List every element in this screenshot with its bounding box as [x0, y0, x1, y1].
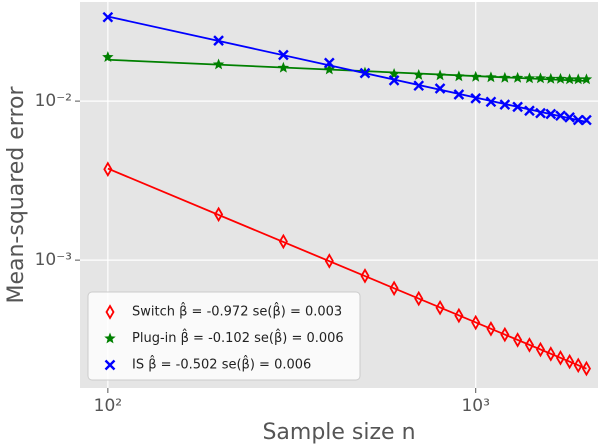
marker [499, 99, 511, 111]
marker [277, 61, 290, 73]
marker [454, 307, 464, 324]
fit-line [107, 167, 587, 370]
marker [103, 161, 113, 178]
marker [524, 105, 535, 117]
legend [87, 291, 361, 381]
marker [413, 68, 425, 80]
marker [434, 83, 446, 94]
marker [470, 93, 482, 104]
marker [580, 73, 593, 85]
x-tick-label: 10³ [461, 396, 489, 416]
marker [388, 68, 400, 79]
marker [555, 350, 566, 366]
marker [546, 346, 556, 362]
marker [214, 206, 224, 223]
marker [565, 353, 575, 370]
marker [278, 49, 289, 61]
legend-marker [105, 304, 115, 320]
marker [555, 110, 566, 122]
x-tick-label: 10² [94, 396, 122, 416]
marker [453, 70, 465, 82]
marker [486, 321, 496, 337]
marker [471, 314, 481, 331]
legend-marker [104, 332, 116, 344]
marker [470, 70, 482, 82]
marker [212, 58, 225, 70]
marker [563, 73, 576, 85]
marker [499, 71, 511, 83]
marker [435, 299, 445, 316]
marker [545, 72, 557, 84]
marker [524, 337, 535, 353]
marker [213, 35, 224, 46]
marker [581, 360, 591, 377]
marker [102, 11, 114, 23]
marker [389, 280, 399, 297]
marker [413, 80, 425, 92]
marker [535, 341, 546, 358]
y-axis-label: Mean-squared error [4, 86, 29, 304]
marker [535, 107, 546, 119]
marker [511, 71, 524, 83]
marker [453, 89, 465, 100]
marker [572, 73, 584, 85]
marker [534, 72, 547, 84]
marker [500, 326, 510, 343]
marker [102, 51, 114, 62]
legend-marker [104, 359, 116, 371]
marker [278, 233, 288, 250]
y-tick-label: 10⁻³ [35, 250, 72, 270]
marker [554, 72, 567, 84]
marker [434, 69, 446, 81]
marker [512, 101, 523, 113]
marker [581, 114, 592, 126]
marker [485, 96, 497, 108]
marker [573, 357, 583, 374]
marker [485, 71, 497, 83]
marker [564, 112, 575, 123]
legend-label: IS β̂ = -0.502 se(β̂) = 0.006 [132, 355, 311, 372]
marker [572, 114, 584, 126]
marker [324, 253, 334, 269]
marker [323, 63, 336, 75]
marker [545, 108, 557, 120]
x-axis-label: Sample size n [262, 420, 415, 445]
legend-label: Plug-in β̂ = -0.102 se(β̂) = 0.006 [132, 329, 344, 346]
marker [388, 75, 400, 86]
marker [414, 290, 424, 307]
marker [523, 72, 536, 84]
marker [323, 57, 335, 69]
marker [360, 268, 370, 284]
marker [359, 67, 371, 79]
legend-label: Switch β̂ = -0.972 se(β̂) = 0.003 [132, 302, 342, 319]
marker [513, 332, 523, 348]
y-tick-label: 10⁻² [35, 91, 72, 111]
